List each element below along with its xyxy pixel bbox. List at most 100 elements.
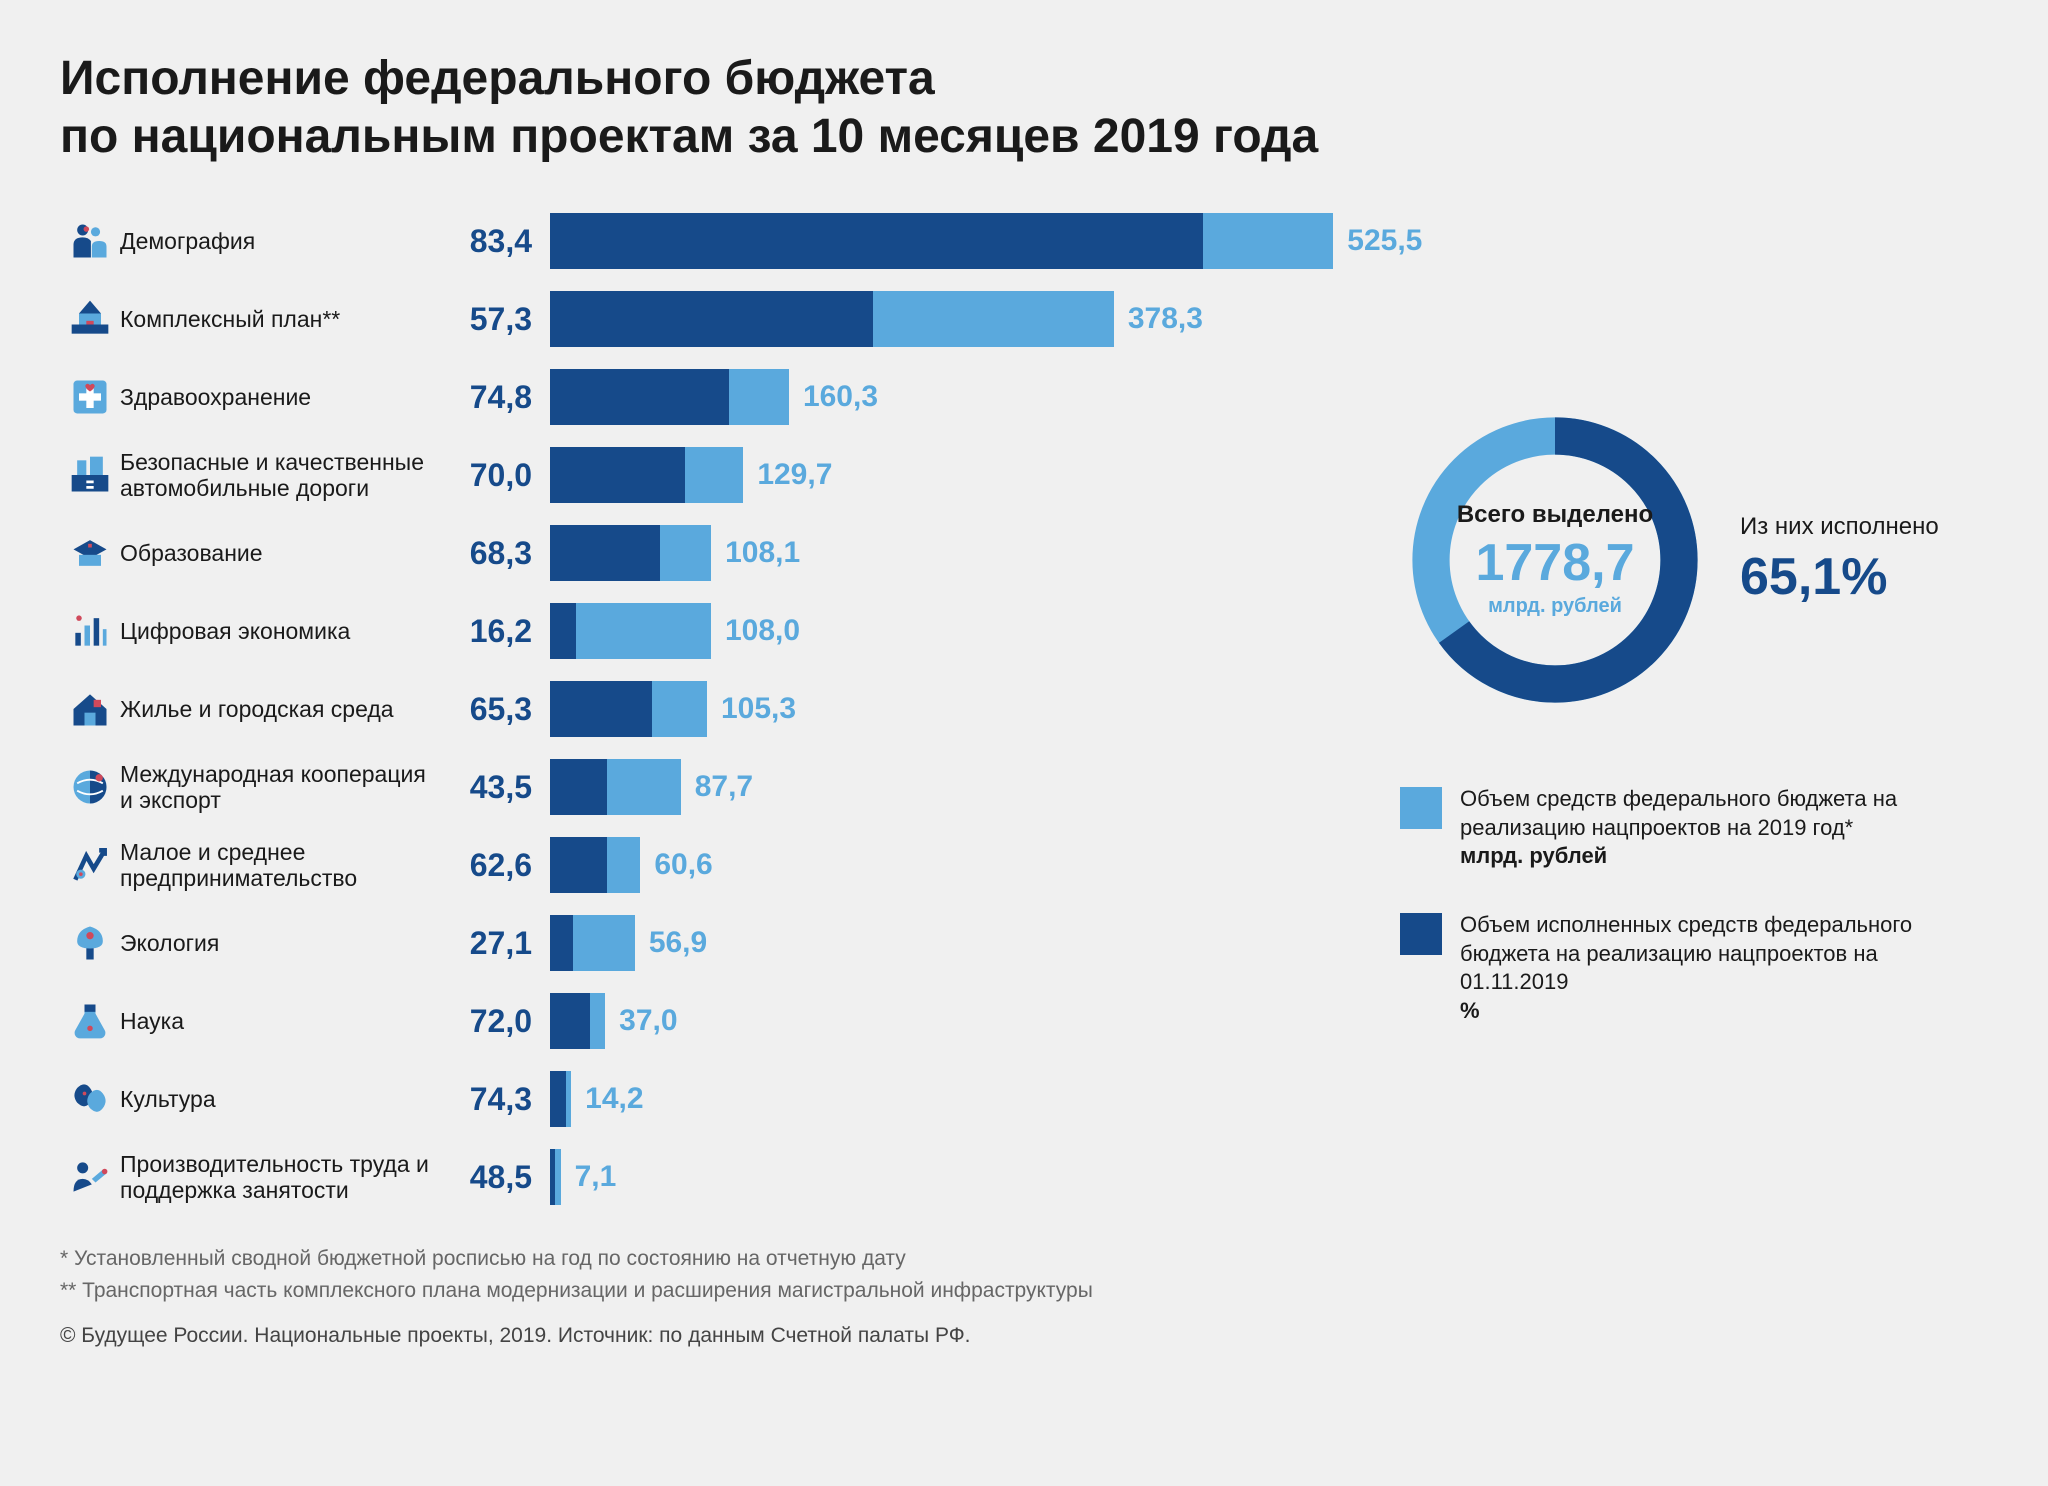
legend-text-total: Объем средств федерального бюджета на ре…	[1460, 785, 1988, 871]
education-icon	[60, 531, 120, 575]
title-line-2: по национальным проектам за 10 месяцев 2…	[60, 110, 1318, 163]
bar-executed	[550, 291, 873, 347]
legend-swatch-light	[1400, 787, 1442, 829]
bar-value-label: 525,5	[1347, 224, 1422, 258]
chart-row: Здравоохранение74,8 160,3	[60, 361, 1360, 433]
bar-total: 129,7	[550, 447, 743, 503]
bar-total: 60,6	[550, 837, 640, 893]
donut-value: 1778,7	[1475, 533, 1634, 593]
row-percent: 16,2	[450, 613, 550, 650]
row-bar: 37,0	[550, 985, 1360, 1057]
row-bar: 525,5	[550, 205, 1360, 277]
row-percent: 74,8	[450, 379, 550, 416]
bar-value-label: 87,7	[695, 770, 753, 804]
row-label: Наука	[120, 1008, 450, 1034]
row-bar: 129,7	[550, 439, 1360, 511]
ecology-icon	[60, 921, 120, 965]
row-percent: 57,3	[450, 301, 550, 338]
row-bar: 87,7	[550, 751, 1360, 823]
bar-value-label: 60,6	[654, 848, 712, 882]
bar-executed	[550, 1071, 566, 1127]
row-bar: 60,6	[550, 829, 1360, 901]
chart-row: Производительность труда и поддержка зан…	[60, 1141, 1360, 1213]
row-label: Малое и среднее предпринимательство	[120, 839, 450, 892]
row-bar: 105,3	[550, 673, 1360, 745]
donut-block: Всего выделено 1778,7 млрд. рублей Из ни…	[1400, 405, 1988, 715]
row-label: Здравоохранение	[120, 384, 450, 410]
bar-executed	[550, 837, 607, 893]
row-label: Жилье и городская среда	[120, 696, 450, 722]
row-label: Демография	[120, 228, 450, 254]
page-title: Исполнение федерального бюджета по нацио…	[60, 50, 1988, 165]
row-label: Образование	[120, 540, 450, 566]
legend-item-executed: Объем исполненных средств федерального б…	[1400, 911, 1988, 1025]
labor-icon	[60, 1155, 120, 1199]
bar-executed	[550, 759, 607, 815]
bar-total: 105,3	[550, 681, 707, 737]
row-bar: 7,1	[550, 1141, 1360, 1213]
bar-value-label: 378,3	[1128, 302, 1203, 336]
bar-value-label: 108,1	[725, 536, 800, 570]
footnotes: * Установленный сводной бюджетной роспис…	[60, 1243, 1988, 1306]
bar-total: 525,5	[550, 213, 1333, 269]
row-percent: 43,5	[450, 769, 550, 806]
row-label: Культура	[120, 1086, 450, 1112]
chart-row: Международная кооперация и экспорт43,587…	[60, 751, 1360, 823]
legend-item-total: Объем средств федерального бюджета на ре…	[1400, 785, 1988, 871]
row-percent: 62,6	[450, 847, 550, 884]
side-panel: Всего выделено 1778,7 млрд. рублей Из ни…	[1400, 205, 1988, 1219]
row-percent: 27,1	[450, 925, 550, 962]
row-label: Безопасные и качественные автомобильные …	[120, 449, 450, 502]
legend-text-executed: Объем исполненных средств федерального б…	[1460, 911, 1988, 1025]
chart-row: Демография83,4525,5	[60, 205, 1360, 277]
bar-executed	[550, 681, 652, 737]
row-label: Комплексный план**	[120, 306, 450, 332]
bar-executed	[550, 993, 590, 1049]
roads-icon	[60, 453, 120, 497]
bar-value-label: 14,2	[585, 1082, 643, 1116]
executed-label: Из них исполнено	[1740, 513, 1939, 541]
bar-total: 87,7	[550, 759, 681, 815]
legend-swatch-dark	[1400, 913, 1442, 955]
executed-value: 65,1%	[1740, 547, 1939, 607]
bar-executed	[550, 915, 573, 971]
bar-total: 56,9	[550, 915, 635, 971]
source-line: © Будущее России. Национальные проекты, …	[60, 1324, 1988, 1348]
bar-total: 7,1	[550, 1149, 561, 1205]
row-bar: 108,1	[550, 517, 1360, 589]
culture-icon	[60, 1077, 120, 1121]
row-label: Экология	[120, 930, 450, 956]
row-bar: 14,2	[550, 1063, 1360, 1135]
footnote-1: * Установленный сводной бюджетной роспис…	[60, 1243, 1988, 1275]
bar-value-label: 7,1	[575, 1160, 617, 1194]
row-bar: 160,3	[550, 361, 1360, 433]
chart-row: Комплексный план**57,3378,3	[60, 283, 1360, 355]
demography-icon	[60, 219, 120, 263]
digital-icon	[60, 609, 120, 653]
bar-total: 14,2	[550, 1071, 571, 1127]
bar-value-label: 37,0	[619, 1004, 677, 1038]
row-percent: 65,3	[450, 691, 550, 728]
row-percent: 48,5	[450, 1159, 550, 1196]
chart-row: Безопасные и качественные автомобильные …	[60, 439, 1360, 511]
chart-row: Образование68,3 108,1	[60, 517, 1360, 589]
row-percent: 68,3	[450, 535, 550, 572]
bar-value-label: 160,3	[803, 380, 878, 414]
bar-value-label: 129,7	[757, 458, 832, 492]
row-label: Международная кооперация и экспорт	[120, 761, 450, 814]
chart-row: Культура74,314,2	[60, 1063, 1360, 1135]
chart-row: Наука72,037,0	[60, 985, 1360, 1057]
bar-executed	[550, 369, 729, 425]
bar-executed	[550, 1149, 555, 1205]
chart-row: Экология27,156,9	[60, 907, 1360, 979]
bar-total: 378,3	[550, 291, 1114, 347]
bar-chart: Демография83,4525,5Комплексный план**57,…	[60, 205, 1360, 1219]
bar-value-label: 56,9	[649, 926, 707, 960]
bar-value-label: 105,3	[721, 692, 796, 726]
footnote-2: ** Транспортная часть комплексного плана…	[60, 1275, 1988, 1307]
row-percent: 74,3	[450, 1081, 550, 1118]
row-bar: 378,3	[550, 283, 1360, 355]
bar-executed	[550, 447, 685, 503]
bar-executed	[550, 603, 576, 659]
donut-label: Всего выделено	[1457, 502, 1653, 528]
